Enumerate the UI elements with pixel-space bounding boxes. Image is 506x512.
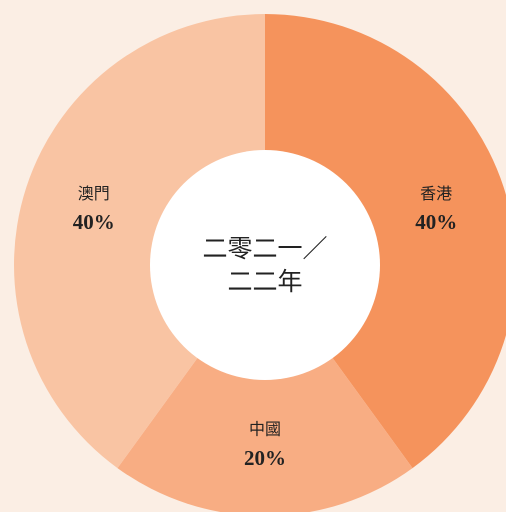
center-label: 二零二一／: [202, 234, 327, 263]
center-label: 二二年: [227, 267, 302, 296]
value-label: 40%: [73, 210, 115, 234]
category-label: 澳門: [78, 184, 110, 203]
donut-hole: [150, 150, 380, 380]
value-label: 20%: [244, 446, 286, 470]
category-label: 香港: [420, 184, 452, 203]
category-label: 中國: [249, 420, 281, 439]
chart: 二零二一／ 二二年 香港 40% 中國 20% 澳門 40%: [0, 0, 506, 512]
value-label: 40%: [415, 210, 457, 234]
